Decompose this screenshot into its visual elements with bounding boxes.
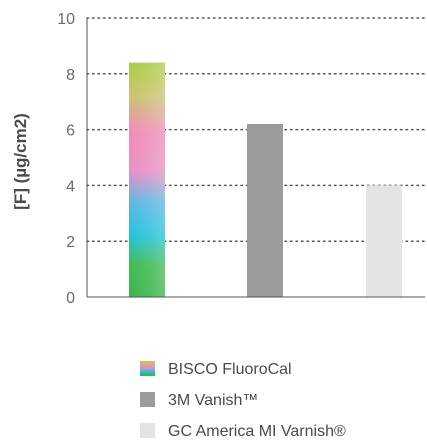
y-tick-label: 6 (66, 123, 75, 140)
legend-label: BISCO FluoroCal (168, 361, 292, 378)
bar-sheen (129, 62, 165, 297)
y-tick-label: 8 (66, 67, 75, 84)
legend-swatch (140, 392, 155, 407)
y-tick-label: 10 (57, 11, 75, 28)
legend-label: 3M Vanish™ (168, 392, 258, 409)
y-tick-labels: 0 2 4 6 8 10 (57, 11, 75, 307)
bars (129, 62, 402, 298)
y-tick-label: 2 (66, 234, 75, 251)
y-tick-label: 0 (66, 290, 75, 307)
legend-swatch (140, 423, 155, 438)
legend-swatch (140, 361, 155, 376)
legend: BISCO FluoroCal 3M Vanish™ GC America MI V… (140, 361, 346, 440)
bar (247, 124, 283, 298)
y-axis-title: [F] (µg/cm2) (11, 113, 30, 210)
y-tick-label: 4 (66, 178, 75, 195)
bar (366, 185, 402, 297)
legend-label: GC America MI Varnish® (168, 423, 346, 440)
